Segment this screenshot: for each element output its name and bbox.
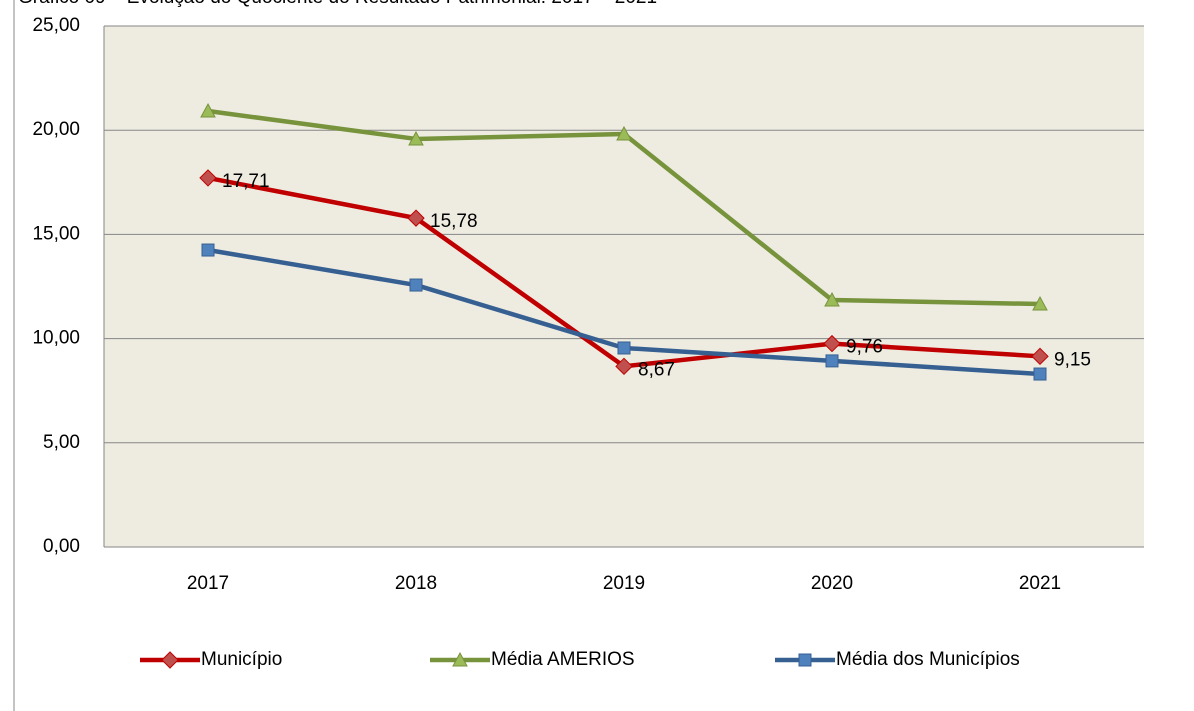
data-label: 15,78: [430, 211, 478, 232]
marker: [823, 334, 841, 353]
plot-area: [104, 26, 1144, 547]
legend-label: Média dos Municípios: [836, 649, 1020, 670]
y-tick-label: 0,00: [43, 536, 80, 557]
marker: [407, 209, 425, 227]
marker: [200, 102, 216, 118]
legend-marker: [798, 653, 812, 667]
y-tick-label: 5,00: [43, 432, 80, 453]
legend-label: Média AMERIOS: [491, 649, 635, 670]
marker: [617, 341, 631, 355]
data-label: 9,15: [1054, 349, 1091, 370]
legend-marker: [161, 651, 179, 669]
marker: [409, 278, 423, 292]
legend-label: Município: [201, 649, 282, 670]
marker: [616, 125, 632, 141]
x-tick-label: 2021: [1019, 573, 1061, 594]
marker: [1033, 367, 1047, 381]
data-label: 17,71: [222, 171, 270, 192]
marker: [201, 243, 215, 257]
x-tick-label: 2019: [603, 573, 645, 594]
y-tick-label: 20,00: [32, 119, 80, 140]
x-tick-label: 2020: [811, 573, 853, 594]
y-tick-label: 25,00: [32, 15, 80, 36]
y-tick-label: 15,00: [32, 223, 80, 244]
x-tick-label: 2018: [395, 573, 437, 594]
x-tick-label: 2017: [187, 573, 229, 594]
marker: [825, 354, 839, 368]
marker: [824, 291, 840, 307]
marker: [1032, 295, 1048, 311]
marker: [199, 169, 217, 187]
marker: [1031, 347, 1049, 366]
data-label: 8,67: [638, 359, 675, 380]
data-label: 9,76: [846, 337, 883, 358]
legend-marker: [452, 651, 468, 667]
marker: [408, 130, 424, 146]
marker: [615, 357, 633, 376]
chart-title: Gráfico 09 – Evolução do Quociente do Re…: [18, 0, 657, 8]
y-tick-label: 10,00: [32, 328, 80, 349]
